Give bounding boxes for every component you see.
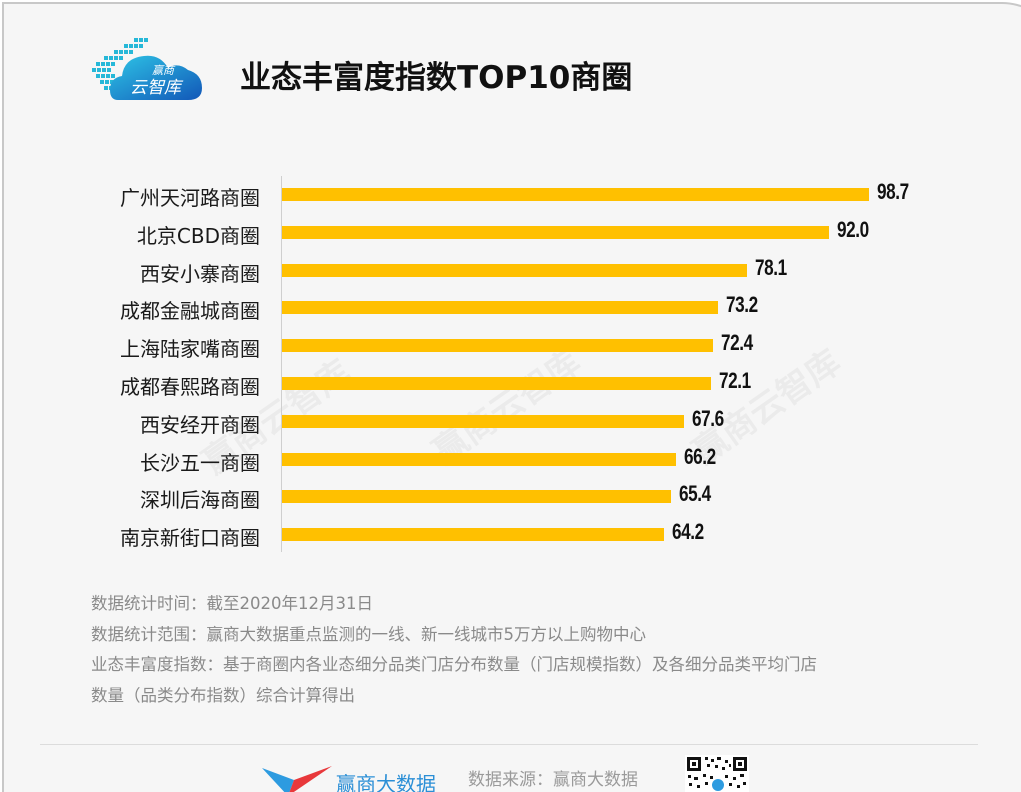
value-label: 98.7: [877, 179, 910, 204]
bar: [282, 377, 711, 390]
svg-text:赢商: 赢商: [152, 64, 176, 77]
data-source: 数据来源：赢商大数据: [468, 770, 638, 790]
note-stat-scope: 数据统计范围：赢商大数据重点监测的一线、新一线城市5万方以上购物中心: [91, 624, 646, 644]
yingshang-bigdata-logo-icon: [262, 766, 332, 792]
note-stat-time: 数据统计时间：截至2020年12月31日: [91, 594, 373, 613]
category-label: 深圳后海商圈: [140, 488, 260, 513]
value-label: 73.2: [725, 292, 758, 318]
bar: [282, 263, 747, 277]
category-label: 成都金融城商圈: [120, 299, 260, 324]
value-label: 66.2: [683, 443, 716, 469]
value-label: 64.2: [671, 519, 704, 545]
bar-row: 上海陆家嘴商圈 72.4: [0, 327, 1021, 365]
bar: [282, 414, 685, 428]
category-label: 南京新街口商圈: [120, 526, 260, 551]
bar: [282, 301, 718, 315]
qr-code-icon: [685, 755, 749, 792]
value-label: 92.0: [837, 216, 870, 242]
bar-row: 南京新街口商圈 64.2: [0, 516, 1021, 554]
bar-row: 北京CBD商圈 92.0: [0, 214, 1021, 252]
bar-row: 西安经开商圈 67.6: [0, 403, 1021, 441]
notes: 数据统计时间：截至2020年12月31日 数据统计范围：赢商大数据重点监测的一线…: [91, 589, 817, 711]
svg-text:云智库: 云智库: [130, 78, 184, 98]
bar: [282, 528, 664, 542]
value-label: 72.1: [718, 368, 751, 393]
yingshang-cloud-logo-icon: 赢商 云智库: [92, 38, 202, 100]
category-label: 西安经开商圈: [140, 412, 260, 437]
bar: [282, 188, 870, 201]
bar: [282, 339, 713, 353]
footer-brand: 赢商大数据: [336, 772, 436, 792]
value-label: 78.1: [754, 254, 787, 280]
category-label: 西安小寨商圈: [140, 261, 260, 286]
bar-row: 成都春熙路商圈 72.1: [0, 365, 1021, 403]
bar-chart: 广州天河路商圈 98.7 北京CBD商圈 92.0 西安小寨商圈 78.1 成都金融城商圈 7…: [0, 176, 1021, 554]
footer-divider: [40, 744, 978, 745]
bar: [282, 490, 672, 504]
category-label: 长沙五一商圈: [140, 450, 260, 475]
category-label: 成都春熙路商圈: [120, 375, 260, 399]
bar-row: 深圳后海商圈 65.4: [0, 478, 1021, 516]
category-label: 广州天河路商圈: [120, 186, 260, 210]
chart-title: 业态丰富度指数TOP10商圈: [240, 60, 633, 96]
bar: [282, 225, 830, 239]
note-index-definition-cont: 数量（品类分布指数）综合计算得出: [91, 685, 355, 705]
note-index-definition: 业态丰富度指数：基于商圈内各业态细分品类门店分布数量（门店规模指数）及各细分品类…: [91, 655, 817, 674]
bar-row: 广州天河路商圈 98.7: [0, 176, 1021, 214]
category-label: 北京CBD商圈: [136, 223, 260, 248]
value-label: 67.6: [692, 405, 725, 431]
bar: [282, 452, 676, 466]
bar-row: 成都金融城商圈 73.2: [0, 289, 1021, 327]
category-label: 上海陆家嘴商圈: [120, 337, 260, 362]
bar-row: 西安小寨商圈 78.1: [0, 252, 1021, 290]
y-axis-line: [281, 176, 282, 552]
value-label: 72.4: [720, 330, 753, 356]
value-label: 65.4: [679, 481, 711, 507]
bar-row: 长沙五一商圈 66.2: [0, 441, 1021, 479]
